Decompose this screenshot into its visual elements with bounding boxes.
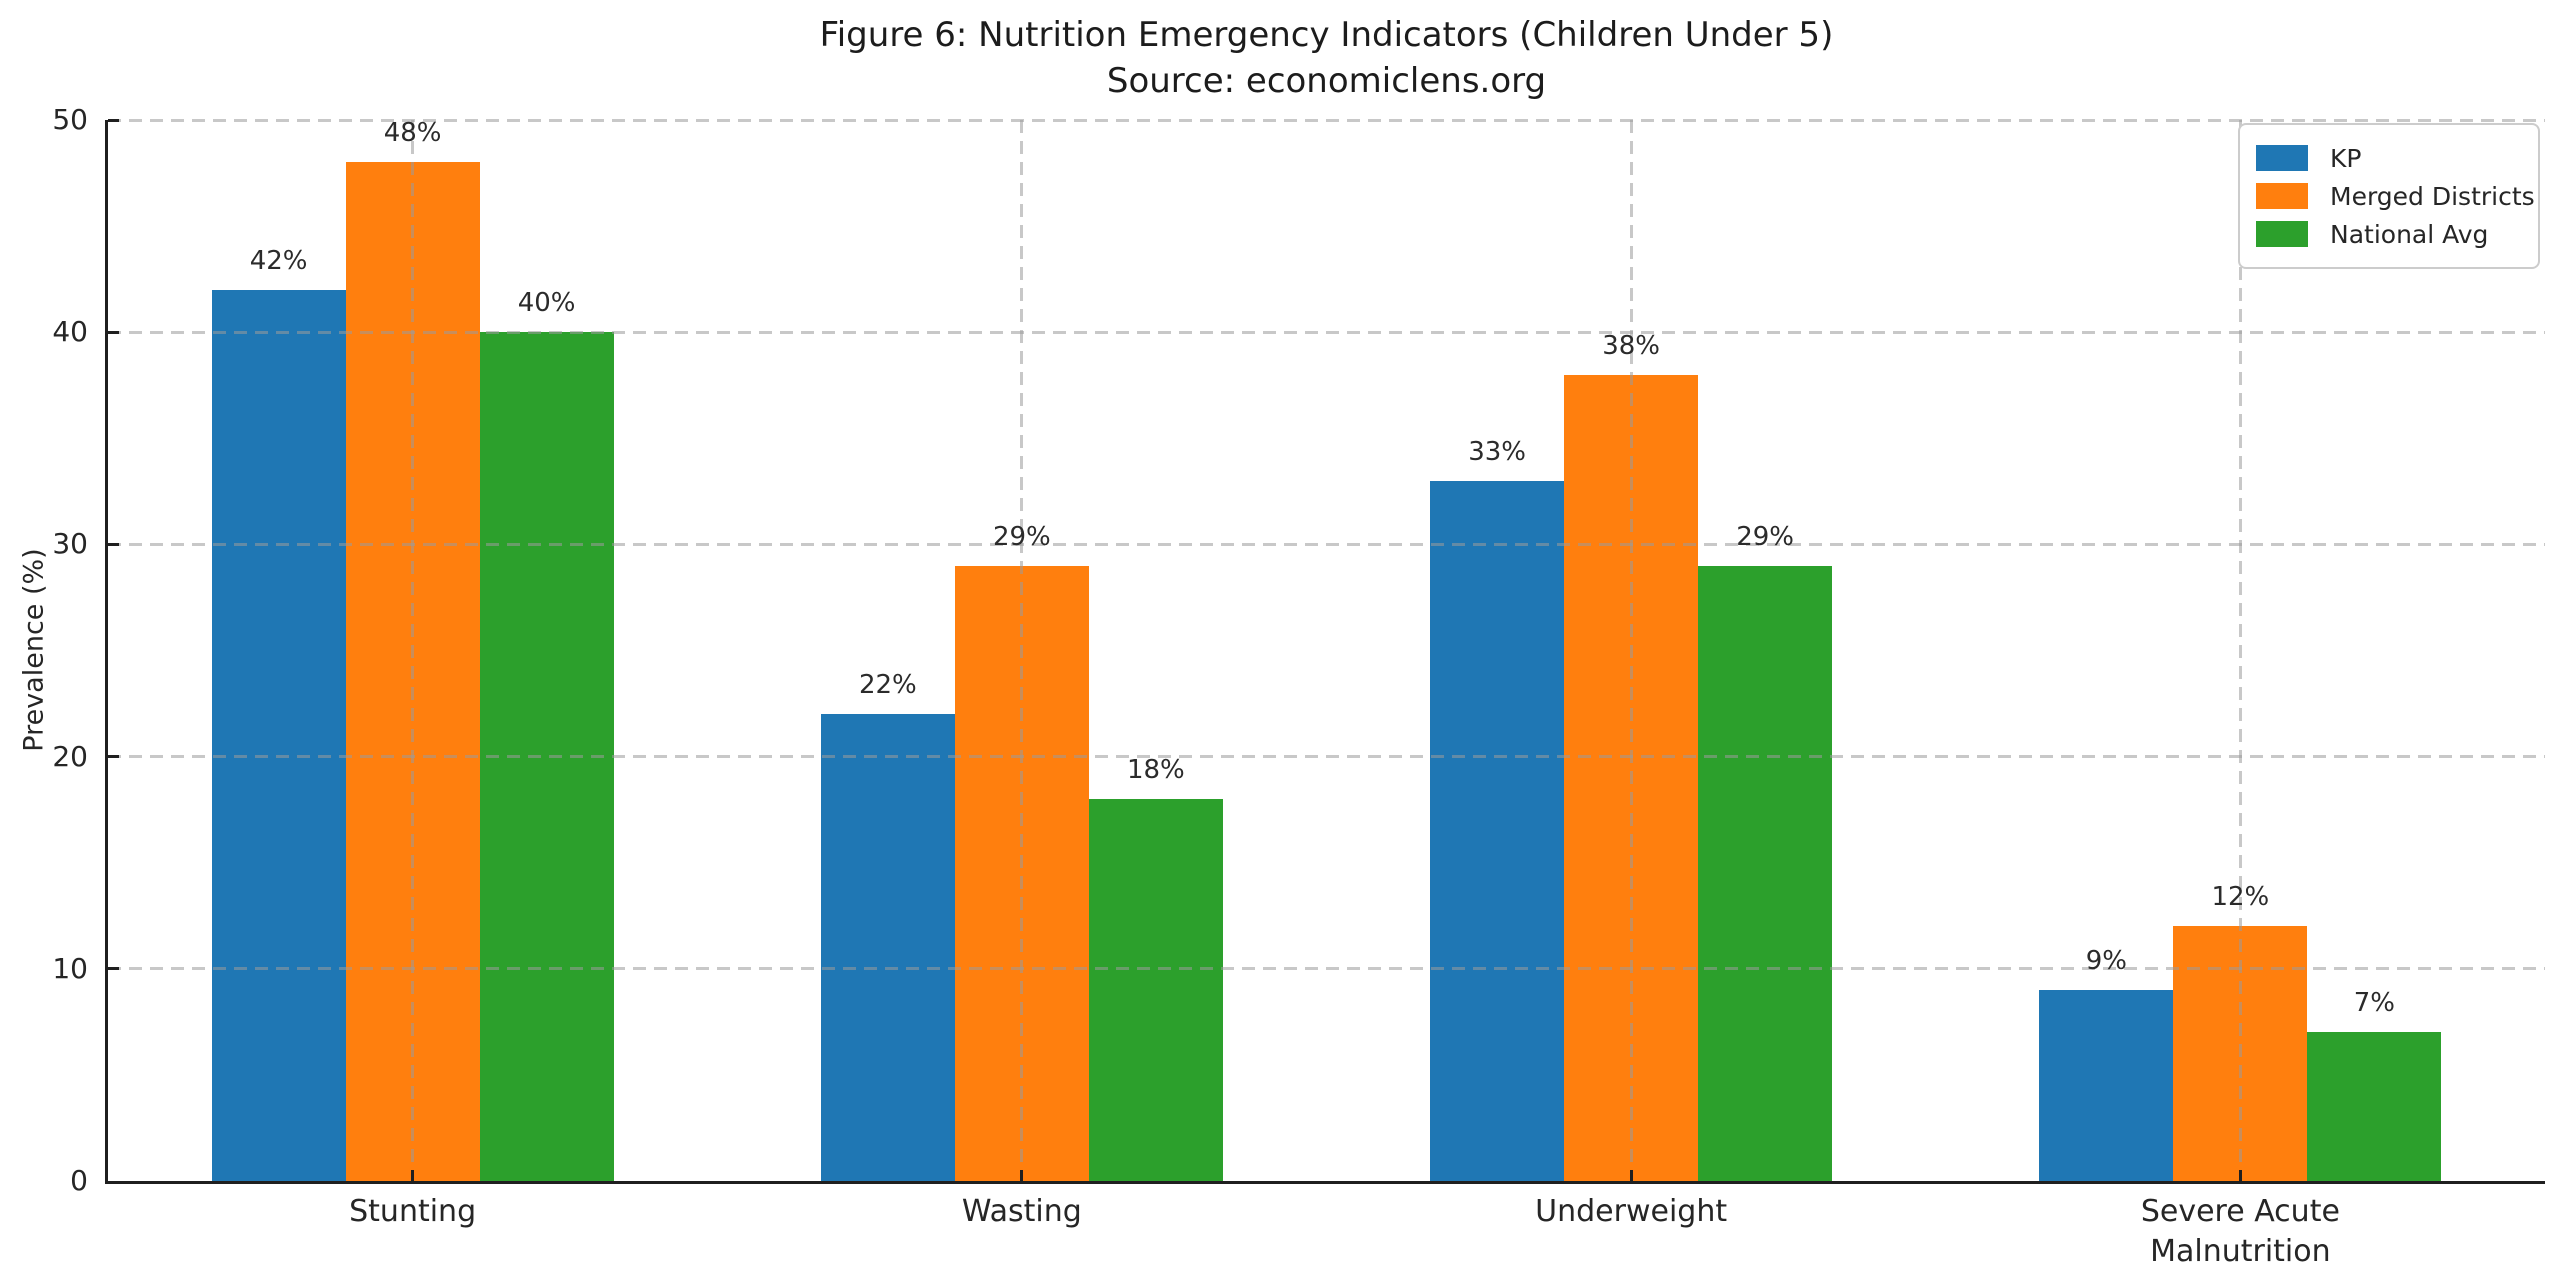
legend-swatch-national-avg (2256, 221, 2308, 247)
legend-item-kp: KP (2256, 139, 2522, 177)
bar-merged-districts-severe-acute-malnutrition (2173, 926, 2308, 1181)
y-axis-label: Prevalence (%) (18, 548, 50, 752)
bar-kp-wasting (820, 714, 955, 1181)
chart-title: Figure 6: Nutrition Emergency Indicators… (819, 15, 1834, 55)
bar-value-label-kp-underweight: 33% (1468, 436, 1527, 467)
bar-national-avg-severe-acute-malnutrition (2307, 1032, 2442, 1181)
bar-value-label-merged-districts-stunting: 48% (383, 118, 442, 149)
y-tick-label-10: 10 (52, 951, 88, 985)
y-axis-spine (105, 120, 108, 1184)
x-tick-label-severe-acute-malnutrition: Severe Acute Malnutrition (2020, 1192, 2460, 1271)
title-block: Figure 6: Nutrition Emergency Indicators… (108, 12, 2545, 104)
bar-kp-stunting (211, 289, 346, 1181)
x-tick-severe-acute-malnutrition (2238, 1170, 2242, 1181)
x-tick-label-line: Severe Acute (2140, 1194, 2340, 1229)
bar-value-label-national-avg-stunting: 40% (517, 288, 576, 319)
x-tick-label-line: Wasting (961, 1194, 1082, 1229)
y-tick-20 (108, 755, 119, 759)
legend: KP Merged Districts National Avg (2238, 123, 2540, 269)
x-tick-stunting (411, 1170, 415, 1181)
plot-area: KP Merged Districts National Avg 0 10 20 30 40… (52, 103, 2545, 1269)
y-tick-label-0: 0 (70, 1164, 88, 1197)
bar-national-avg-wasting (1088, 799, 1223, 1181)
bar-kp-severe-acute-malnutrition (2039, 990, 2174, 1181)
legend-item-merged-districts: Merged Districts (2256, 177, 2535, 215)
legend-label-merged-districts: Merged Districts (2330, 181, 2535, 211)
x-tick-label-line: Stunting (349, 1194, 477, 1229)
y-tick-label-30: 30 (52, 527, 88, 561)
bar-merged-districts-stunting (345, 162, 480, 1181)
bar-national-avg-underweight (1698, 565, 1833, 1181)
x-tick-label-stunting: Stunting (193, 1192, 633, 1232)
legend-swatch-kp (2256, 145, 2308, 171)
bar-value-label-kp-stunting: 42% (249, 245, 308, 276)
x-axis-spine (105, 1181, 2545, 1184)
bar-value-label-kp-severe-acute-malnutrition: 9% (2085, 946, 2127, 977)
bar-national-avg-stunting (479, 332, 614, 1181)
bar-value-label-merged-districts-wasting: 29% (992, 521, 1051, 552)
x-tick-wasting (1020, 1170, 1024, 1181)
legend-swatch-merged-districts (2256, 183, 2308, 209)
y-tick-label-40: 40 (52, 315, 88, 349)
bar-merged-districts-wasting (954, 565, 1089, 1181)
bar-value-label-national-avg-underweight: 29% (1736, 521, 1795, 552)
y-tick-label-50: 50 (52, 103, 88, 136)
chart-subtitle: Source: economiclens.org (1106, 61, 1547, 101)
legend-label-national-avg: National Avg (2330, 219, 2489, 249)
legend-item-national-avg: National Avg (2256, 215, 2522, 253)
x-tick-underweight (1629, 1170, 1633, 1181)
y-tick-label-20: 20 (52, 739, 88, 773)
bar-value-label-national-avg-wasting: 18% (1126, 755, 1185, 786)
y-tick-30 (108, 542, 119, 546)
bar-value-label-merged-districts-underweight: 38% (1602, 330, 1661, 361)
x-tick-label-wasting: Wasting (802, 1192, 1242, 1232)
bar-kp-underweight (1430, 480, 1565, 1181)
bar-value-label-kp-wasting: 22% (858, 670, 917, 701)
y-tick-40 (108, 330, 119, 334)
bar-value-label-national-avg-severe-acute-malnutrition: 7% (2353, 988, 2395, 1019)
y-tick-50 (108, 118, 119, 122)
legend-label-kp: KP (2330, 143, 2362, 173)
x-tick-label-underweight: Underweight (1411, 1192, 1851, 1232)
bar-merged-districts-underweight (1564, 374, 1699, 1181)
x-tick-label-line: Malnutrition (2150, 1234, 2331, 1269)
y-tick-10 (108, 967, 119, 971)
bar-value-label-merged-districts-severe-acute-malnutrition: 12% (2211, 882, 2270, 913)
x-tick-label-line: Underweight (1535, 1194, 1728, 1229)
